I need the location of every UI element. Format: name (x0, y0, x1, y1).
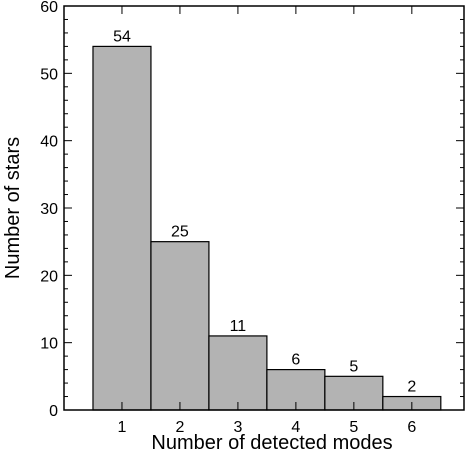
y-tick-label-50: 50 (40, 66, 58, 83)
y-tick-label-10: 10 (40, 336, 58, 353)
y-tick-label-60: 60 (40, 0, 58, 16)
bars-layer (92, 45, 442, 411)
x-tick-label-3: 3 (233, 419, 242, 436)
data-label-2: 25 (171, 224, 189, 241)
bar-2 (150, 241, 210, 411)
bar-1 (92, 45, 152, 411)
x-tick-label-4: 4 (291, 419, 300, 436)
data-label-5: 5 (349, 358, 358, 375)
y-tick-label-30: 30 (40, 201, 58, 218)
x-tick-label-2: 2 (175, 419, 184, 436)
data-label-3: 11 (230, 318, 247, 335)
plot-frame (63, 5, 465, 411)
x-tick-label-1: 1 (118, 419, 127, 436)
bar-3 (208, 335, 268, 411)
y-tick-label-0: 0 (49, 403, 58, 420)
y-axis-title: Number of stars (2, 137, 24, 279)
data-label-6: 2 (407, 379, 416, 396)
data-label-1: 54 (113, 28, 131, 45)
y-tick-label-20: 20 (40, 268, 58, 285)
x-tick-label-6: 6 (407, 419, 416, 436)
y-tick-label-40: 40 (40, 134, 58, 151)
x-tick-label-5: 5 (349, 419, 358, 436)
x-axis-title: Number of detected modes (151, 432, 392, 454)
data-label-4: 6 (291, 352, 300, 369)
